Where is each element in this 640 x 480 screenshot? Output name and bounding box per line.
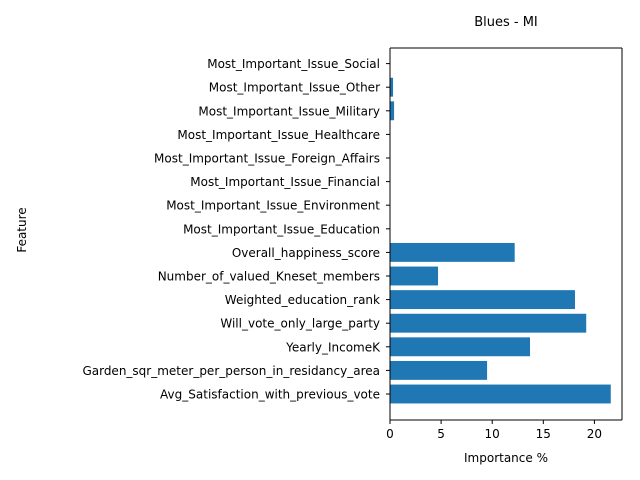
y-tick-label: Most_Important_Issue_Social xyxy=(207,57,380,71)
y-tick-group: Avg_Satisfaction_with_previous_vote Garde… xyxy=(82,57,390,402)
bars-group xyxy=(390,77,611,404)
bar-yearly-incomek xyxy=(390,337,531,357)
x-tick-label: 0 xyxy=(386,427,394,441)
x-tick-label: 5 xyxy=(437,427,445,441)
y-tick-label: Will_vote_only_large_party xyxy=(220,317,380,331)
bar-overall-happiness-score xyxy=(390,242,515,262)
x-tick-group: 0 5 10 15 20 xyxy=(386,420,602,441)
bar-most-important-issue-military xyxy=(390,101,395,121)
x-axis-label: Importance % xyxy=(464,451,548,465)
y-tick-label: Number_of_valued_Kneset_members xyxy=(158,270,380,284)
x-tick-label: 10 xyxy=(485,427,500,441)
y-tick-label: Most_Important_Issue_Financial xyxy=(190,175,380,189)
y-tick-label: Most_Important_Issue_Military xyxy=(198,104,380,118)
y-tick-label: Most_Important_Issue_Environment xyxy=(166,199,380,213)
y-tick-label: Weighted_education_rank xyxy=(225,293,380,307)
y-tick-label: Most_Important_Issue_Other xyxy=(209,81,380,95)
chart-title: Blues - MI xyxy=(474,15,538,30)
y-tick-label: Avg_Satisfaction_with_previous_vote xyxy=(160,388,380,402)
bar-most-important-issue-other xyxy=(390,77,394,97)
bar-garden-sqr-meter-per-person-in-residancy-area xyxy=(390,360,488,380)
bar-weighted-education-rank xyxy=(390,290,575,310)
y-tick-label: Most_Important_Issue_Healthcare xyxy=(177,128,380,142)
bar-avg-satisfaction-with-previous-vote xyxy=(390,384,611,404)
bar-number-of-valued-kneset-members xyxy=(390,266,439,286)
x-tick-label: 15 xyxy=(536,427,551,441)
y-tick-label: Overall_happiness_score xyxy=(232,246,380,260)
y-axis-label: Feature xyxy=(15,207,29,252)
bar-will-vote-only-large-party xyxy=(390,313,587,333)
y-tick-label: Yearly_IncomeK xyxy=(285,340,381,354)
y-tick-label: Most_Important_Issue_Foreign_Affairs xyxy=(154,152,380,166)
y-tick-label: Garden_sqr_meter_per_person_in_residancy… xyxy=(82,364,380,378)
x-tick-label: 20 xyxy=(587,427,602,441)
y-tick-label: Most_Important_Issue_Education xyxy=(183,222,380,236)
